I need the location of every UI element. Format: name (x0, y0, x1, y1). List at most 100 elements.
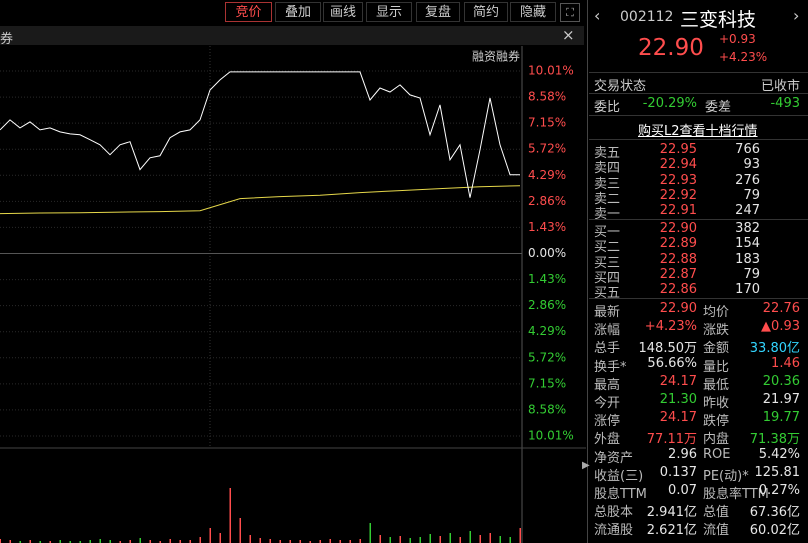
toolbar-button[interactable]: 叠加 (275, 2, 321, 22)
book-volume: 93 (743, 157, 760, 173)
book-volume: 170 (735, 282, 760, 298)
toolbar-button[interactable]: 隐藏 (510, 2, 556, 22)
stat-value: 2.96 (668, 446, 697, 462)
volume-bar (279, 540, 281, 543)
volume-bar (319, 540, 321, 543)
separator (589, 72, 808, 73)
book-price: 22.94 (659, 157, 697, 173)
volume-bar (0, 539, 1, 543)
book-label: 卖四 (594, 161, 621, 177)
stat-label: 最低 (703, 377, 730, 393)
nav-prev[interactable]: ‹ (594, 6, 601, 25)
y-tick-label: 7.15% (528, 116, 566, 130)
stat-value: 0.137 (659, 464, 697, 480)
stat-value: 33.80亿 (749, 341, 800, 357)
stat-label: 流通股 (594, 523, 634, 539)
toolbar-button[interactable]: 简约 (464, 2, 508, 22)
change: +0.93 (719, 32, 756, 46)
volume-bar (189, 540, 191, 543)
volume-bar (159, 541, 161, 543)
stat-label: 总股本 (594, 505, 634, 521)
book-price: 22.91 (659, 203, 697, 219)
book-volume: 276 (735, 172, 760, 188)
toolbar-button[interactable]: 显示 (366, 2, 412, 22)
stat-value: 0.27% (758, 483, 800, 498)
volume-bar (169, 539, 171, 543)
stat-value: 77.11万 (646, 432, 697, 448)
volume-bar (69, 541, 71, 543)
collapse-arrow[interactable]: ▶ (582, 460, 590, 471)
stat-value: 148.50万 (638, 341, 698, 357)
book-price: 22.90 (659, 221, 697, 236)
stat-label: 股息率TTM (703, 487, 769, 502)
toolbar-button[interactable]: 竞价 (225, 2, 272, 22)
book-volume: 79 (743, 266, 760, 282)
separator (589, 298, 808, 299)
book-label: 买二 (594, 240, 621, 256)
stat-value: 2.621亿 (646, 523, 697, 539)
committee-label: 委差 (705, 100, 732, 115)
stat-label: 今开 (594, 396, 621, 411)
stat-label: 最高 (594, 377, 621, 393)
y-tick-label: 8.58% (528, 90, 566, 104)
toolbar-button[interactable]: 复盘 (416, 2, 460, 22)
stat-label: 最新 (594, 305, 621, 320)
book-label: 卖二 (594, 191, 621, 207)
y-tick-label: 5.72% (528, 350, 566, 364)
fullscreen-icon[interactable]: ⛶ (560, 3, 580, 22)
volume-bar (289, 540, 291, 543)
l2-link[interactable]: 购买L2查看十档行情 (638, 124, 758, 139)
y-tick-label: 0.00% (528, 246, 566, 260)
volume-bar (499, 536, 501, 543)
stat-value: 56.66% (647, 355, 697, 371)
stat-label: 均价 (703, 305, 730, 320)
stat-value: 19.77 (762, 410, 800, 426)
stat-label: 内盘 (703, 432, 730, 448)
stat-value: ▲0.93 (761, 319, 800, 335)
stat-value: 5.42% (758, 446, 800, 462)
book-volume: 79 (743, 187, 760, 203)
volume-bar (109, 540, 111, 543)
volume-bar (79, 541, 81, 543)
stat-value: 71.38万 (749, 432, 800, 448)
book-label: 卖一 (594, 207, 621, 223)
volume-bar (29, 540, 31, 543)
book-label: 买一 (594, 225, 621, 240)
volume-bar (449, 533, 451, 543)
volume-bar (429, 534, 431, 543)
stat-label: 涨幅 (594, 323, 621, 339)
volume-bar (399, 536, 401, 543)
book-volume: 183 (735, 251, 760, 267)
volume-bar (369, 523, 371, 543)
book-label: 买三 (594, 255, 621, 271)
stat-label: 总手 (594, 341, 621, 357)
stat-label: 流值 (703, 523, 730, 539)
y-tick-label: 5.72% (528, 142, 566, 156)
volume-bar (99, 539, 101, 543)
separator (589, 139, 808, 140)
stock-name: 三变科技 (680, 9, 757, 31)
book-price: 22.88 (659, 251, 697, 267)
price: 22.90 (638, 35, 704, 61)
y-tick-label: 4.29% (528, 168, 566, 182)
stat-label: 跌停 (703, 414, 730, 430)
volume-bar (139, 538, 141, 543)
separator (589, 93, 808, 94)
book-volume: 154 (735, 236, 760, 252)
toolbar-button[interactable]: 画线 (323, 2, 363, 22)
separator (589, 115, 808, 116)
nav-next[interactable]: › (793, 6, 800, 25)
stat-value: 21.97 (762, 392, 800, 407)
volume-bar (309, 541, 311, 543)
stat-value: 0.07 (668, 483, 697, 498)
volume-bar (509, 537, 511, 543)
y-tick-label: 4.29% (528, 324, 566, 338)
y-tick-label: 1.43% (528, 220, 566, 234)
close-button[interactable]: × (562, 26, 575, 44)
volume-bar (459, 537, 461, 543)
stat-value: +4.23% (644, 319, 697, 335)
stat-label: 外盘 (594, 432, 621, 448)
committee-value: -493 (770, 96, 800, 111)
stat-value: 125.81 (754, 464, 801, 480)
